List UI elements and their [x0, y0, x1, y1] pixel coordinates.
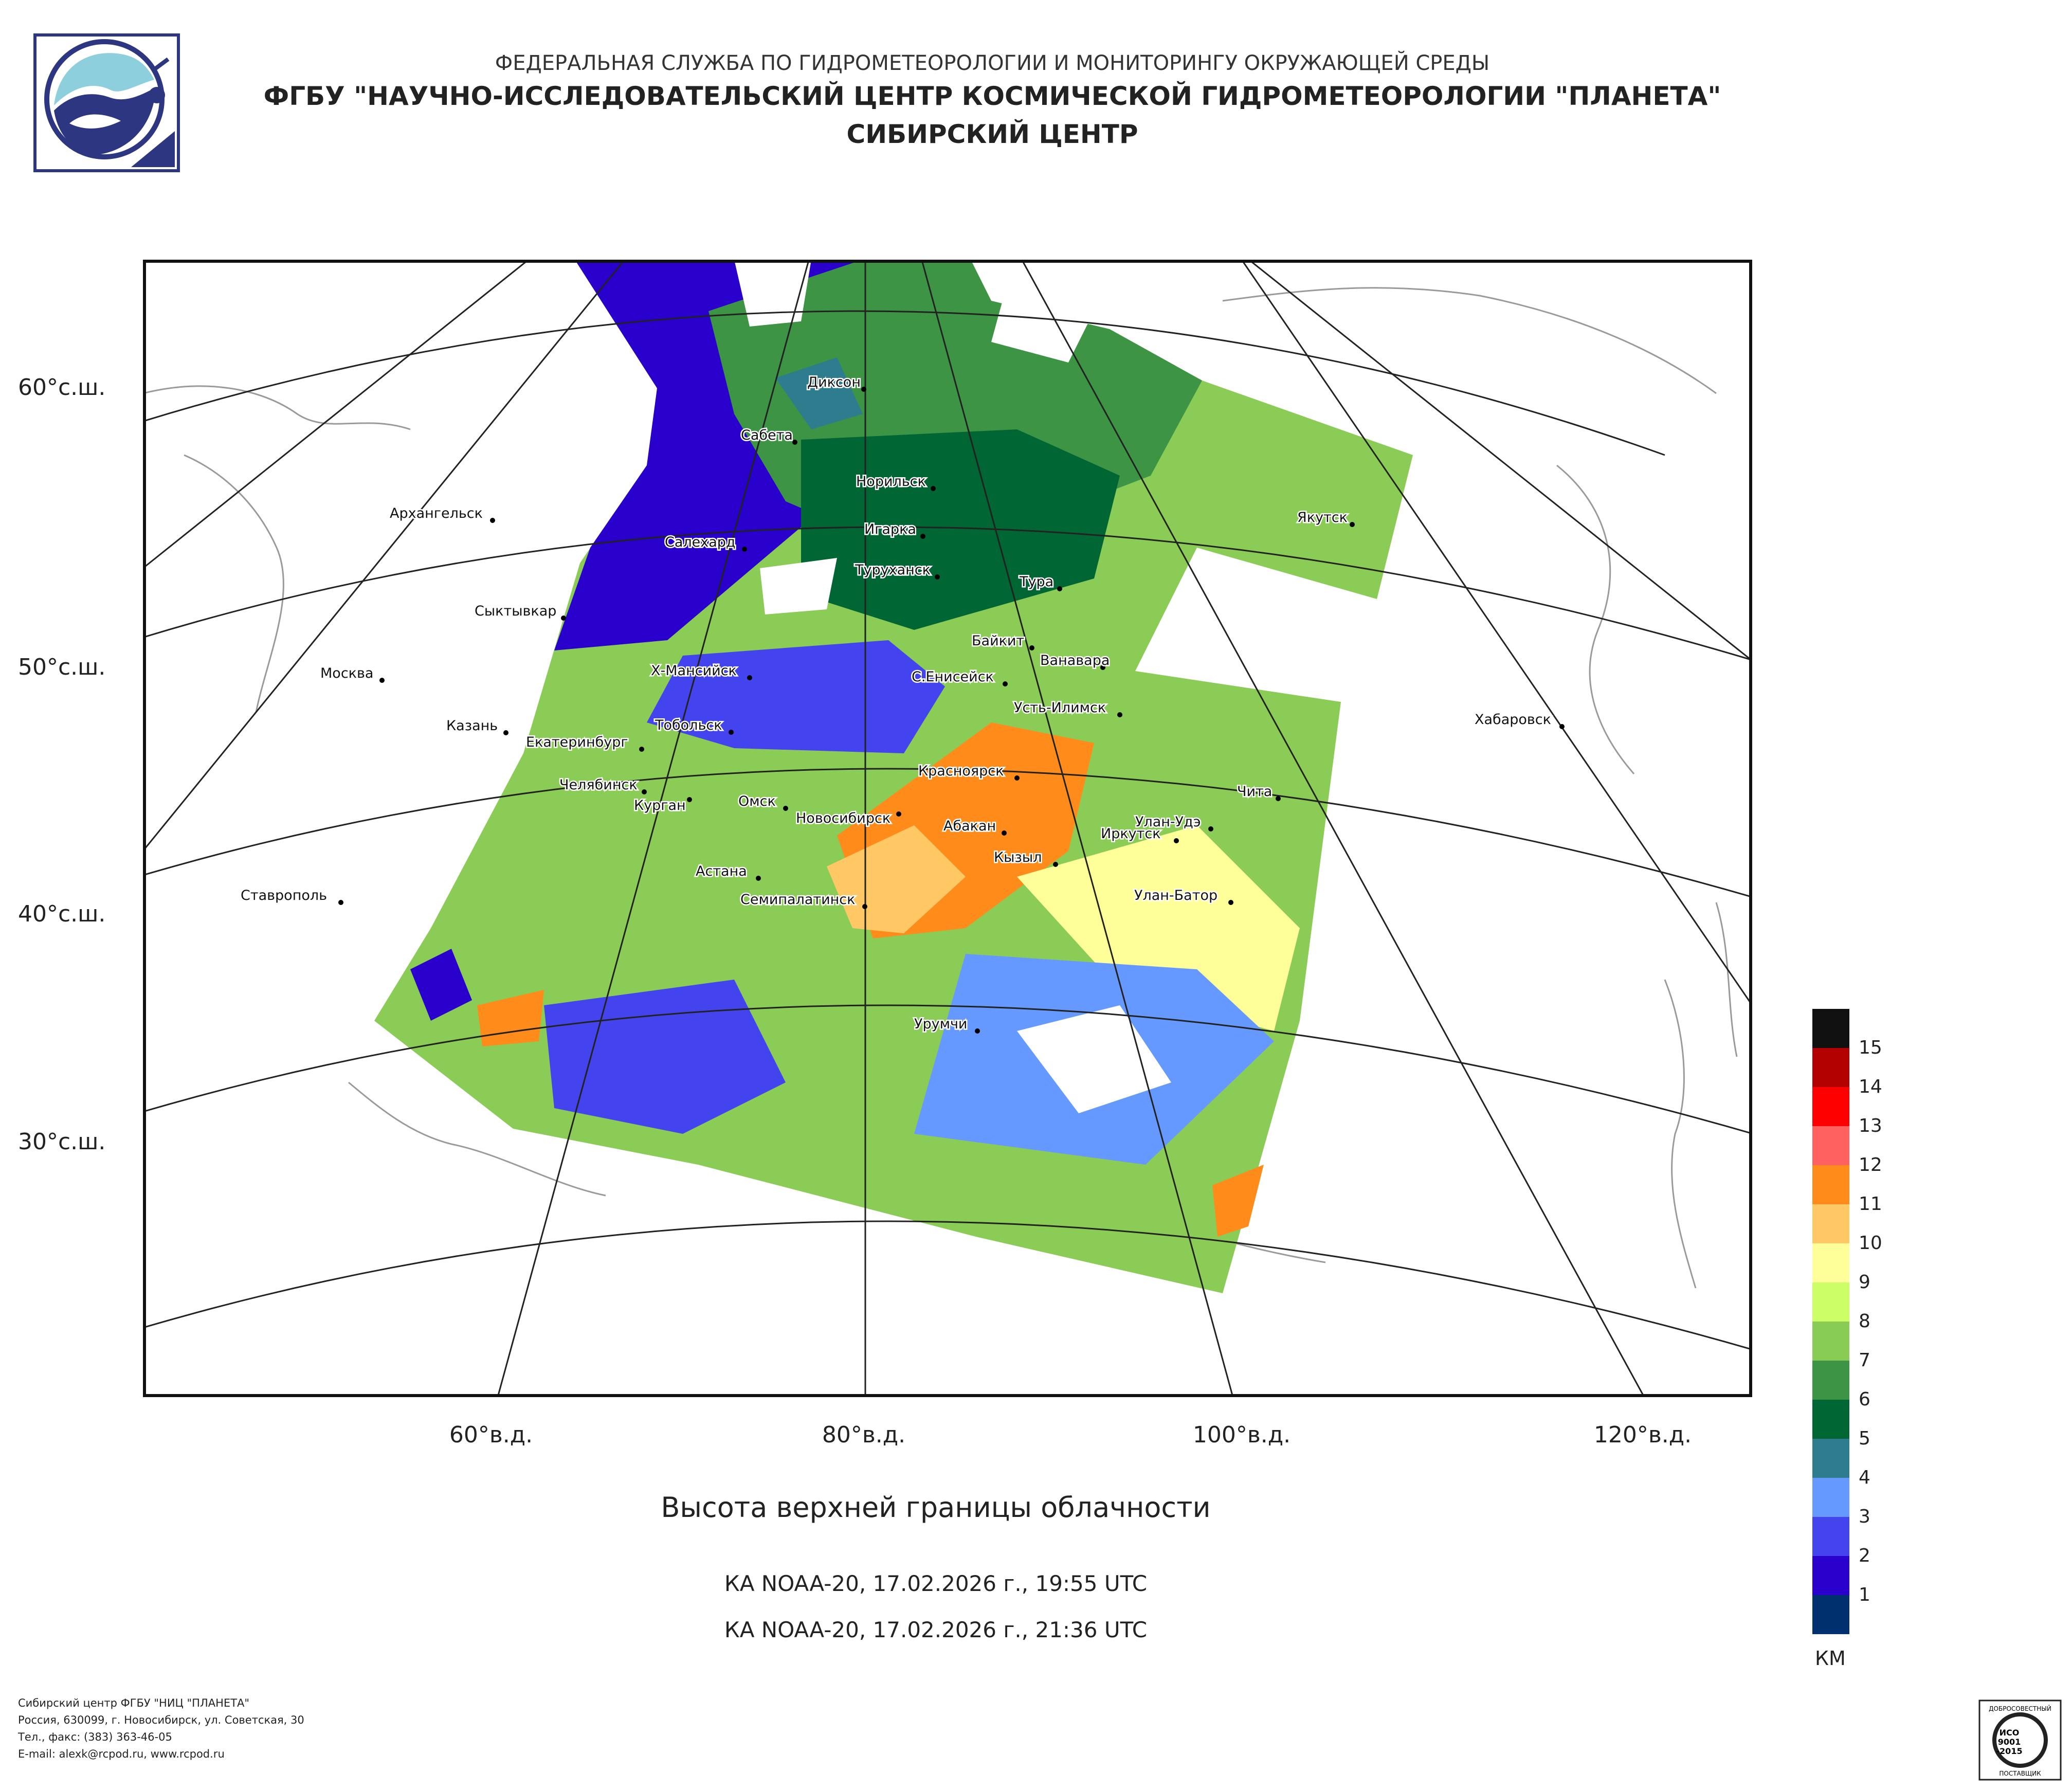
legend-label: 2	[1859, 1545, 1870, 1566]
planeta-logo	[33, 33, 180, 172]
city-salekhard: Салехард	[665, 534, 736, 550]
legend-label: 10	[1859, 1233, 1882, 1254]
lon-label-80: 80°в.д.	[822, 1422, 906, 1448]
legend-swatch	[1812, 1361, 1849, 1400]
city-syktyvkar: Сыктывкар	[475, 603, 556, 619]
iso-top-text: ДОБРОСОВЕСТНЫЙ	[1989, 1705, 2051, 1712]
legend-label: 4	[1859, 1467, 1870, 1488]
legend-swatch	[1812, 1322, 1849, 1361]
satellite-pass-2: КА NOAA-20, 17.02.2026 г., 21:36 UTC	[724, 1617, 1148, 1642]
lon-label-100: 100°в.д.	[1192, 1422, 1291, 1448]
legend-label: 14	[1859, 1076, 1882, 1097]
legend-label: 8	[1859, 1311, 1870, 1332]
graticule	[143, 260, 1752, 1397]
city-ulanbator: Улан-Батор	[1134, 888, 1217, 903]
city-kurgan: Курган	[634, 798, 686, 813]
legend-swatch	[1812, 1243, 1849, 1282]
legend-swatch	[1812, 1282, 1849, 1322]
city-yekaterinburg: Екатеринбург	[526, 734, 628, 750]
legend-swatch	[1812, 1087, 1849, 1126]
city-vanavara: Ванавара	[1040, 653, 1110, 668]
iso-certification-badge: ДОБРОСОВЕСТНЫЙ ИСО 9001 -2015 ПОСТАВЩИК	[1978, 1699, 2062, 1781]
legend-unit: КМ	[1815, 1647, 1846, 1670]
city-irkutsk: Иркутск	[1101, 826, 1161, 842]
lat-label-30: 30°с.ш.	[18, 1129, 106, 1155]
city-kyzyl: Кызыл	[994, 849, 1042, 865]
legend-label: 12	[1859, 1154, 1882, 1175]
legend-swatch	[1812, 1126, 1849, 1165]
legend-label: 9	[1859, 1272, 1870, 1293]
institute-title: ФГБУ "НАУЧНО-ИССЛЕДОВАТЕЛЬСКИЙ ЦЕНТР КОС…	[263, 81, 1721, 111]
city-novosibirsk: Новосибирск	[796, 810, 890, 826]
legend-swatch	[1812, 1165, 1849, 1204]
city-igarka: Игарка	[864, 521, 916, 537]
city-omsk: Омск	[738, 793, 776, 809]
legend-label: 7	[1859, 1350, 1870, 1371]
city-sabeta: Сабета	[741, 427, 793, 443]
city-ustilimsk: Усть-Илимск	[1014, 700, 1106, 716]
city-chita: Чита	[1237, 784, 1272, 800]
legend-swatch	[1812, 1439, 1849, 1478]
lat-label-60: 60°с.ш.	[18, 374, 106, 401]
footer-line: Тел., факс: (383) 363-46-05	[18, 1731, 172, 1743]
legend-label: 1	[1859, 1584, 1870, 1605]
footer-line: Сибирский центр ФГБУ "НИЦ "ПЛАНЕТА"	[18, 1697, 250, 1709]
city-turukhansk: Туруханск	[855, 562, 931, 578]
city-markers	[338, 387, 1565, 1034]
legend-swatch	[1812, 1204, 1849, 1243]
city-abakan: Абакан	[943, 818, 996, 834]
legend-swatch	[1812, 1478, 1849, 1517]
legend-label: 3	[1859, 1506, 1870, 1527]
city-khmansiysk: Х-Мансийск	[651, 663, 737, 679]
lat-label-50: 50°с.ш.	[18, 654, 106, 680]
footer-line: Россия, 630099, г. Новосибирск, ул. Сове…	[18, 1714, 304, 1726]
satellite-pass-1: КА NOAA-20, 17.02.2026 г., 19:55 UTC	[724, 1571, 1148, 1596]
lat-label-40: 40°с.ш.	[18, 901, 106, 927]
legend-label: 13	[1859, 1115, 1882, 1136]
map-frame	[143, 260, 1752, 1397]
city-kazan: Казань	[446, 718, 498, 734]
city-khabarovsk: Хабаровск	[1475, 712, 1551, 728]
lon-label-60: 60°в.д.	[449, 1422, 533, 1448]
city-krasnoyarsk: Красноярск	[918, 763, 1004, 779]
legend-label: 6	[1859, 1389, 1870, 1410]
city-dikson: Диксон	[807, 374, 861, 390]
city-semipalatinsk: Семипалатинск	[740, 892, 855, 908]
legend-swatch	[1812, 1048, 1849, 1087]
legend-swatch	[1812, 1009, 1849, 1048]
city-tura: Тура	[1019, 574, 1053, 590]
contact-info: Сибирский центр ФГБУ "НИЦ "ПЛАНЕТА" Росс…	[18, 1695, 304, 1763]
city-labels: Диксон Сабета Норильск Архангельск Игарк…	[240, 373, 1553, 1034]
legend-swatch	[1812, 1400, 1849, 1439]
city-baykit: Байкит	[972, 633, 1024, 649]
iso-line3: -2015	[1996, 1746, 2022, 1756]
legend-swatch	[1812, 1517, 1849, 1556]
city-stavropol: Ставрополь	[241, 888, 327, 903]
city-yakutsk: Якутск	[1297, 510, 1348, 526]
city-ulanude: Улан-Удэ	[1135, 814, 1201, 830]
iso-line1: ИСО	[2000, 1728, 2020, 1738]
map-title: Высота верхней границы облачности	[661, 1491, 1211, 1524]
city-arkhangelsk: Архангельск	[390, 505, 483, 521]
city-moscow: Москва	[320, 665, 373, 681]
city-tobolsk: Тобольск	[655, 717, 722, 733]
city-astana: Астана	[696, 863, 747, 879]
city-norilsk: Норильск	[856, 474, 926, 490]
city-syeniseysk: С.Енисейск	[912, 669, 994, 685]
legend-label: 15	[1859, 1037, 1882, 1058]
legend-swatch	[1812, 1556, 1849, 1595]
cloud-top-height-map: Диксон Сабета Норильск Архангельск Игарк…	[143, 260, 1752, 1397]
footer-line: E-mail: alexk@rcpod.ru, www.rcpod.ru	[18, 1748, 225, 1760]
center-title: СИБИРСКИЙ ЦЕНТР	[846, 119, 1138, 149]
legend-label: 11	[1859, 1193, 1882, 1215]
iso-bottom-text: ПОСТАВЩИК	[1999, 1770, 2041, 1777]
lon-label-120: 120°в.д.	[1593, 1422, 1692, 1448]
satellite-swath	[374, 260, 1413, 1293]
iso-line2: 9001	[1998, 1737, 2021, 1747]
legend-swatch	[1812, 1595, 1849, 1634]
agency-title: ФЕДЕРАЛЬНАЯ СЛУЖБА ПО ГИДРОМЕТЕОРОЛОГИИ …	[495, 51, 1490, 75]
city-chelyabinsk: Челябинск	[559, 777, 638, 793]
city-urumqi: Урумчи	[914, 1016, 967, 1032]
legend-label: 5	[1859, 1428, 1870, 1449]
